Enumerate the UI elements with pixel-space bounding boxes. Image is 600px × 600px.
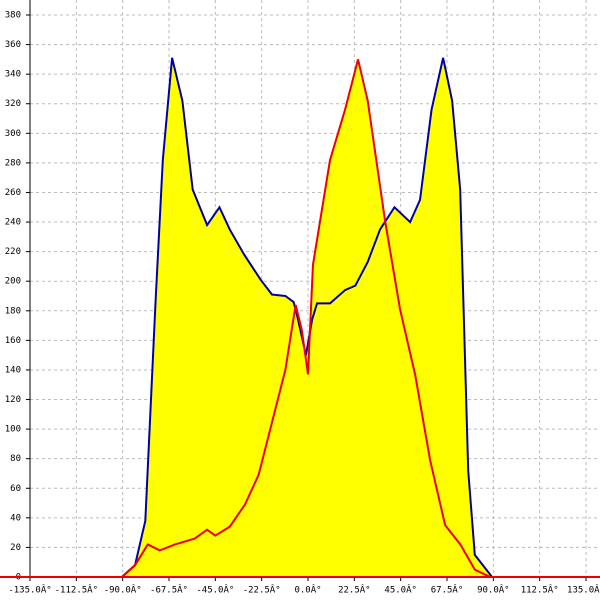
x-tick-label: -45.0Â° [196,584,234,596]
y-tick-label: 240 [5,218,21,228]
y-tick-label: 160 [5,336,21,346]
y-tick-label: 140 [5,365,21,375]
y-tick-label: 320 [5,99,21,109]
y-tick-label: 360 [5,40,21,50]
y-tick-label: 340 [5,70,21,80]
x-tick-label: -90.0Â° [104,584,142,596]
x-tick-label: 45.0Â° [384,584,417,596]
y-tick-label: 80 [10,454,21,464]
y-tick-label: 260 [5,188,21,198]
y-tick-label: 60 [10,484,21,494]
x-tick-label: 67.5Â° [431,584,464,596]
x-tick-label: 90.0Â° [477,584,510,596]
y-tick-label: 200 [5,277,21,287]
x-tick-label: 0.0Â° [294,584,321,596]
x-tick-label: -135.0Â° [8,584,51,596]
y-tick-label: 280 [5,158,21,168]
y-tick-label: 100 [5,425,21,435]
line [121,59,491,578]
area-fill [121,59,491,578]
x-tick-label: -22.5Â° [243,584,281,596]
x-tick-label: 135.0Â° [567,584,600,596]
y-tick-label: 120 [5,395,21,405]
y-tick-label: 220 [5,247,21,257]
y-tick-label: 40 [10,513,21,523]
x-tick-label: 112.5Â° [521,584,559,596]
y-tick-label: 20 [10,543,21,553]
x-tick-label: -112.5Â° [55,584,98,596]
x-tick-label: -67.5Â° [150,584,188,596]
x-tick-label: 22.5Â° [338,584,371,596]
y-tick-label: 300 [5,129,21,139]
y-tick-label: 380 [5,11,21,21]
y-tick-label: 180 [5,306,21,316]
